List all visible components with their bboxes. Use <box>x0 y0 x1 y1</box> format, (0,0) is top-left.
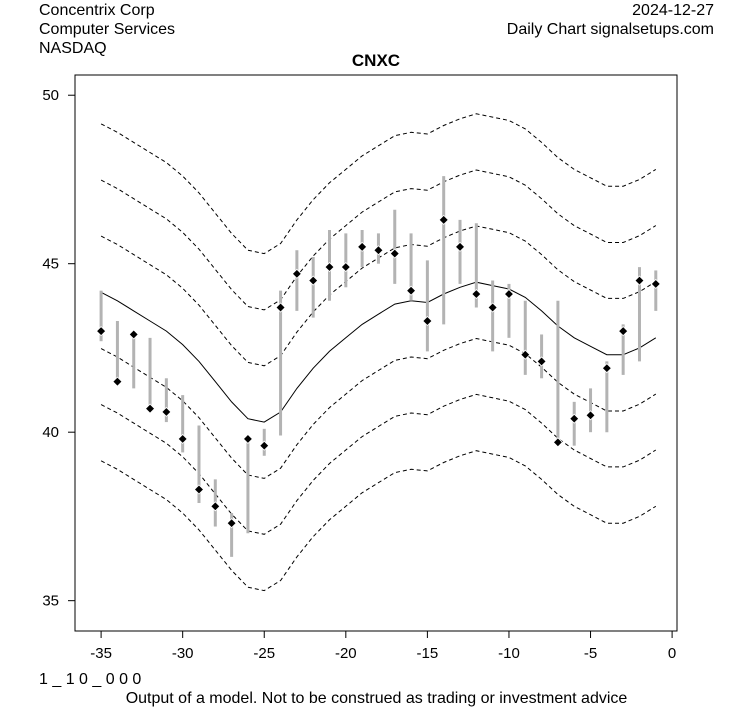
close-point <box>193 484 205 495</box>
close-point <box>536 356 547 367</box>
y-tick-label: 35 <box>42 593 59 610</box>
chart-date: 2024-12-27 <box>632 2 714 19</box>
close-point <box>585 410 596 421</box>
close-point <box>275 302 286 313</box>
close-point <box>422 315 433 327</box>
close-point <box>601 363 612 374</box>
band-layer <box>100 113 657 592</box>
chart-title: CNXC <box>352 51 400 70</box>
x-tick-label: -20 <box>335 645 357 662</box>
close-point <box>503 288 515 300</box>
close-point <box>487 302 498 313</box>
close-point <box>650 278 661 289</box>
x-tick-label: -5 <box>584 645 597 662</box>
sector-name: Computer Services <box>39 21 176 38</box>
close-point <box>357 241 368 252</box>
band-line-5 <box>100 169 657 311</box>
close-point <box>520 349 531 360</box>
close-point <box>161 406 172 418</box>
close-point <box>259 440 270 451</box>
close-point <box>144 403 156 414</box>
x-tick-label: -15 <box>417 645 439 662</box>
close-point <box>454 241 466 252</box>
band-line-3 <box>100 337 657 479</box>
y-tick-label: 45 <box>42 256 59 273</box>
close-point <box>177 433 188 444</box>
model-line <box>100 281 657 423</box>
band-line-1 <box>100 450 657 592</box>
plot-frame <box>74 74 678 632</box>
model-code: 1 _ 1 0 _ 0 0 0 <box>39 671 142 688</box>
close-point <box>128 329 139 340</box>
model-layer <box>100 281 657 423</box>
x-tick-label: -10 <box>498 645 520 662</box>
band-line-6 <box>100 113 657 255</box>
close-point <box>291 268 302 279</box>
close-point <box>389 248 400 259</box>
close-point <box>373 245 384 256</box>
close-point <box>618 326 629 337</box>
close-point <box>406 285 417 296</box>
axis-layer: -35 -30 -25 -20 -15 -10 -5 0 35 40 45 50 <box>42 87 676 662</box>
close-point <box>242 433 253 444</box>
close-point <box>96 326 107 337</box>
close-point <box>552 437 563 448</box>
x-tick-label: 0 <box>668 645 676 662</box>
y-tick-label: 50 <box>42 87 59 104</box>
close-point <box>340 262 351 273</box>
close-point <box>438 214 449 225</box>
x-tick-label: -30 <box>172 645 194 662</box>
close-point <box>112 376 123 387</box>
close-point <box>210 501 221 512</box>
band-line-2 <box>100 393 657 535</box>
close-point <box>308 275 319 286</box>
range-layer <box>99 176 658 557</box>
close-point <box>634 275 645 286</box>
x-tick-label: -25 <box>253 645 275 662</box>
close-point <box>471 288 482 300</box>
disclaimer: Output of a model. Not to be construed a… <box>125 690 628 707</box>
chart-source: Daily Chart signalsetups.com <box>506 21 714 38</box>
close-point <box>569 413 580 424</box>
point-layer <box>96 214 661 529</box>
close-point <box>324 262 335 273</box>
exchange-name: NASDAQ <box>39 40 107 57</box>
company-name: Concentrix Corp <box>39 2 155 19</box>
y-tick-label: 40 <box>42 424 59 441</box>
close-point <box>226 518 237 529</box>
x-tick-label: -35 <box>90 645 112 662</box>
